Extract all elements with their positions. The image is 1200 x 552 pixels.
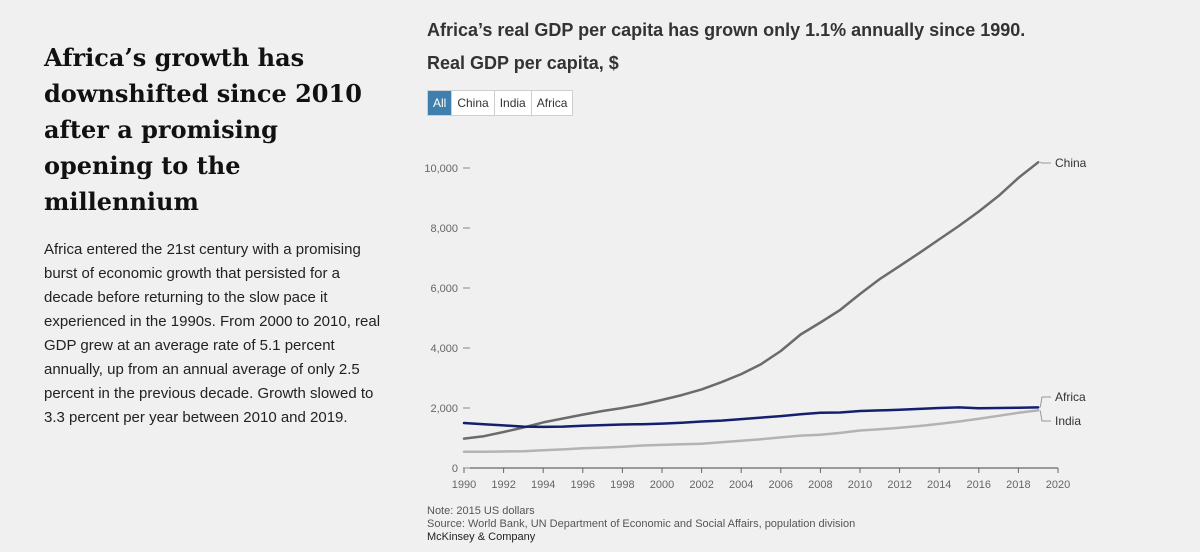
article-body: Africa entered the 21st century with a p… bbox=[44, 241, 381, 426]
chart-footer: Note: 2015 US dollars Source: World Bank… bbox=[427, 505, 855, 544]
series-line-india bbox=[462, 409, 1040, 454]
x-tick-label: 1992 bbox=[491, 479, 515, 491]
chart-title: Africa’s real GDP per capita has grown o… bbox=[427, 20, 1026, 40]
y-tick-label: 6,000 bbox=[430, 283, 458, 295]
y-tick-label: 8,000 bbox=[430, 223, 458, 235]
x-tick-label: 2014 bbox=[927, 479, 951, 491]
tab-china[interactable]: China bbox=[452, 91, 495, 115]
x-tick-label: 2016 bbox=[967, 479, 991, 491]
leader-line-china bbox=[1040, 161, 1051, 164]
series-label-china: China bbox=[1055, 156, 1087, 170]
tab-india[interactable]: India bbox=[494, 91, 532, 115]
x-tick-label: 1994 bbox=[531, 479, 555, 491]
y-tick-label: 0 bbox=[452, 463, 458, 475]
y-tick-label: 10,000 bbox=[424, 163, 458, 175]
series-label-india: India bbox=[1055, 414, 1081, 428]
x-tick-label: 1998 bbox=[610, 479, 634, 491]
x-tick-label: 2018 bbox=[1006, 479, 1030, 491]
y-tick-label: 4,000 bbox=[430, 343, 458, 355]
brand-name: McKinsey & Company bbox=[427, 531, 536, 543]
tab-all[interactable]: All bbox=[428, 91, 453, 115]
x-tick-label: 2012 bbox=[887, 479, 911, 491]
x-tick-label: 2010 bbox=[848, 479, 872, 491]
x-tick-label: 1990 bbox=[452, 479, 476, 491]
leader-line-india bbox=[1039, 410, 1051, 422]
x-tick-label: 2000 bbox=[650, 479, 674, 491]
chart-source: Source: World Bank, UN Department of Eco… bbox=[427, 518, 856, 530]
x-tick-label: 1996 bbox=[571, 479, 595, 491]
article-panel: Africa’s growth has downshifted since 20… bbox=[44, 40, 384, 430]
series-label-africa: Africa bbox=[1055, 390, 1086, 404]
series-filter-tabs: All China India Africa bbox=[427, 90, 574, 116]
leader-line-africa bbox=[1039, 396, 1051, 408]
x-tick-label: 2006 bbox=[769, 479, 793, 491]
article-headline: Africa’s growth has downshifted since 20… bbox=[44, 43, 362, 216]
tab-africa[interactable]: Africa bbox=[531, 91, 573, 115]
x-tick-label: 2004 bbox=[729, 479, 753, 491]
x-tick-label: 2020 bbox=[1046, 479, 1070, 491]
chart-note: Note: 2015 US dollars bbox=[427, 505, 535, 517]
series-line-africa bbox=[462, 406, 1040, 429]
series-line-china bbox=[462, 161, 1040, 440]
y-tick-label: 2,000 bbox=[430, 403, 458, 415]
chart-subtitle: Real GDP per capita, $ bbox=[427, 53, 619, 73]
x-tick-label: 2008 bbox=[808, 479, 832, 491]
x-tick-label: 2002 bbox=[689, 479, 713, 491]
